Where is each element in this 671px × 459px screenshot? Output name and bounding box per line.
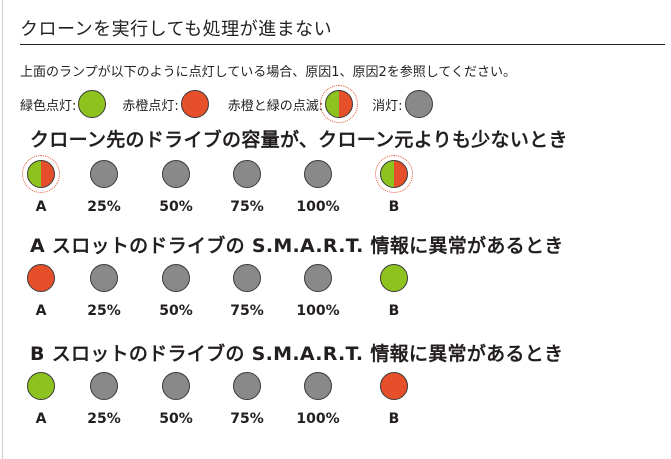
- lamp-b-icon: [380, 372, 408, 400]
- blinking-halo-icon: [375, 155, 413, 193]
- lamp-75pct-label: 75%: [230, 411, 264, 427]
- section-1-lamp-row: A 25% 50% 75% 100% B: [0, 155, 671, 220]
- lamp-25pct-icon: [90, 160, 118, 188]
- legend-off: 消灯:: [372, 89, 433, 119]
- lamp-b-label: B: [388, 199, 400, 215]
- lamp-a-icon: [27, 160, 55, 188]
- lamp-100pct-label: 100%: [296, 303, 340, 319]
- legend-green-on: 緑色点灯:: [20, 89, 107, 119]
- green-lamp-icon: [78, 90, 107, 118]
- lamp-a-label: A: [35, 303, 47, 319]
- lamp-100pct-label: 100%: [296, 411, 340, 427]
- page-title: クローンを実行しても処理が進まない: [20, 19, 333, 40]
- lamp-75pct-icon: [233, 160, 261, 188]
- legend-off-label: 消灯:: [372, 98, 403, 114]
- lamp-75pct-label: 75%: [230, 303, 264, 319]
- lamp-25pct-icon: [90, 372, 118, 400]
- lamp-50pct-label: 50%: [159, 199, 193, 215]
- lamp-75pct-icon: [233, 264, 261, 292]
- lamp-b-icon: [380, 264, 408, 292]
- lamp-75pct-label: 75%: [230, 199, 264, 215]
- legend-green-on-label: 緑色点灯:: [20, 98, 77, 114]
- page-left-rule: [2, 0, 3, 459]
- legend-amber-lamp: [180, 89, 210, 119]
- lamp-50pct-icon: [162, 160, 190, 188]
- lamp-100pct-icon: [304, 372, 332, 400]
- lamp-a-icon: [27, 372, 55, 400]
- section-3-lamp-row: A 25% 50% 75% 100% B: [0, 372, 671, 432]
- lamp-25pct-label: 25%: [87, 411, 121, 427]
- lamp-a-icon: [27, 264, 55, 292]
- lamp-50pct-icon: [162, 372, 190, 400]
- lamp-50pct-label: 50%: [159, 303, 193, 319]
- blinking-halo-icon: [22, 155, 60, 193]
- legend-blinking: 赤橙と緑の点滅:: [227, 85, 359, 123]
- lamp-100pct-icon: [304, 160, 332, 188]
- legend-amber-on: 赤橙点灯:: [122, 89, 209, 119]
- lamp-legend: 緑色点灯: 赤橙点灯: 赤橙と緑の点滅: 消灯:: [20, 85, 434, 123]
- legend-blinking-lamp: [320, 85, 359, 123]
- blinking-lamp-icon: [325, 90, 354, 118]
- lamp-50pct-icon: [162, 264, 190, 292]
- lamp-b-label: B: [388, 411, 400, 427]
- off-lamp-icon: [404, 90, 433, 118]
- legend-green-lamp: [77, 89, 107, 119]
- lamp-a-label: A: [35, 199, 47, 215]
- section-3-heading: B スロットのドライブの S.M.A.R.T. 情報に異常があるとき: [30, 343, 564, 365]
- legend-amber-on-label: 赤橙点灯:: [122, 98, 179, 114]
- lamp-25pct-icon: [90, 264, 118, 292]
- legend-off-lamp: [404, 89, 434, 119]
- section-2-lamp-row: A 25% 50% 75% 100% B: [0, 264, 671, 324]
- section-2-heading: A スロットのドライブの S.M.A.R.T. 情報に異常があるとき: [30, 235, 564, 257]
- lamp-b-label: B: [388, 303, 400, 319]
- lamp-25pct-label: 25%: [87, 303, 121, 319]
- lamp-100pct-icon: [304, 264, 332, 292]
- lamp-100pct-label: 100%: [296, 199, 340, 215]
- lamp-b-icon: [380, 160, 408, 188]
- lamp-75pct-icon: [233, 372, 261, 400]
- legend-blinking-label: 赤橙と緑の点滅:: [227, 98, 324, 114]
- lamp-a-label: A: [35, 411, 47, 427]
- section-1-heading: クローン先のドライブの容量が、クローン元よりも少ないとき: [30, 129, 568, 151]
- blinking-halo-icon: [320, 85, 359, 123]
- lamp-25pct-label: 25%: [87, 199, 121, 215]
- intro-text: 上面のランプが以下のように点灯している場合、原因1、原因2を参照してください。: [20, 65, 516, 80]
- title-underline: クローンを実行しても処理が進まない: [20, 18, 665, 45]
- amber-lamp-icon: [180, 90, 209, 118]
- lamp-50pct-label: 50%: [159, 411, 193, 427]
